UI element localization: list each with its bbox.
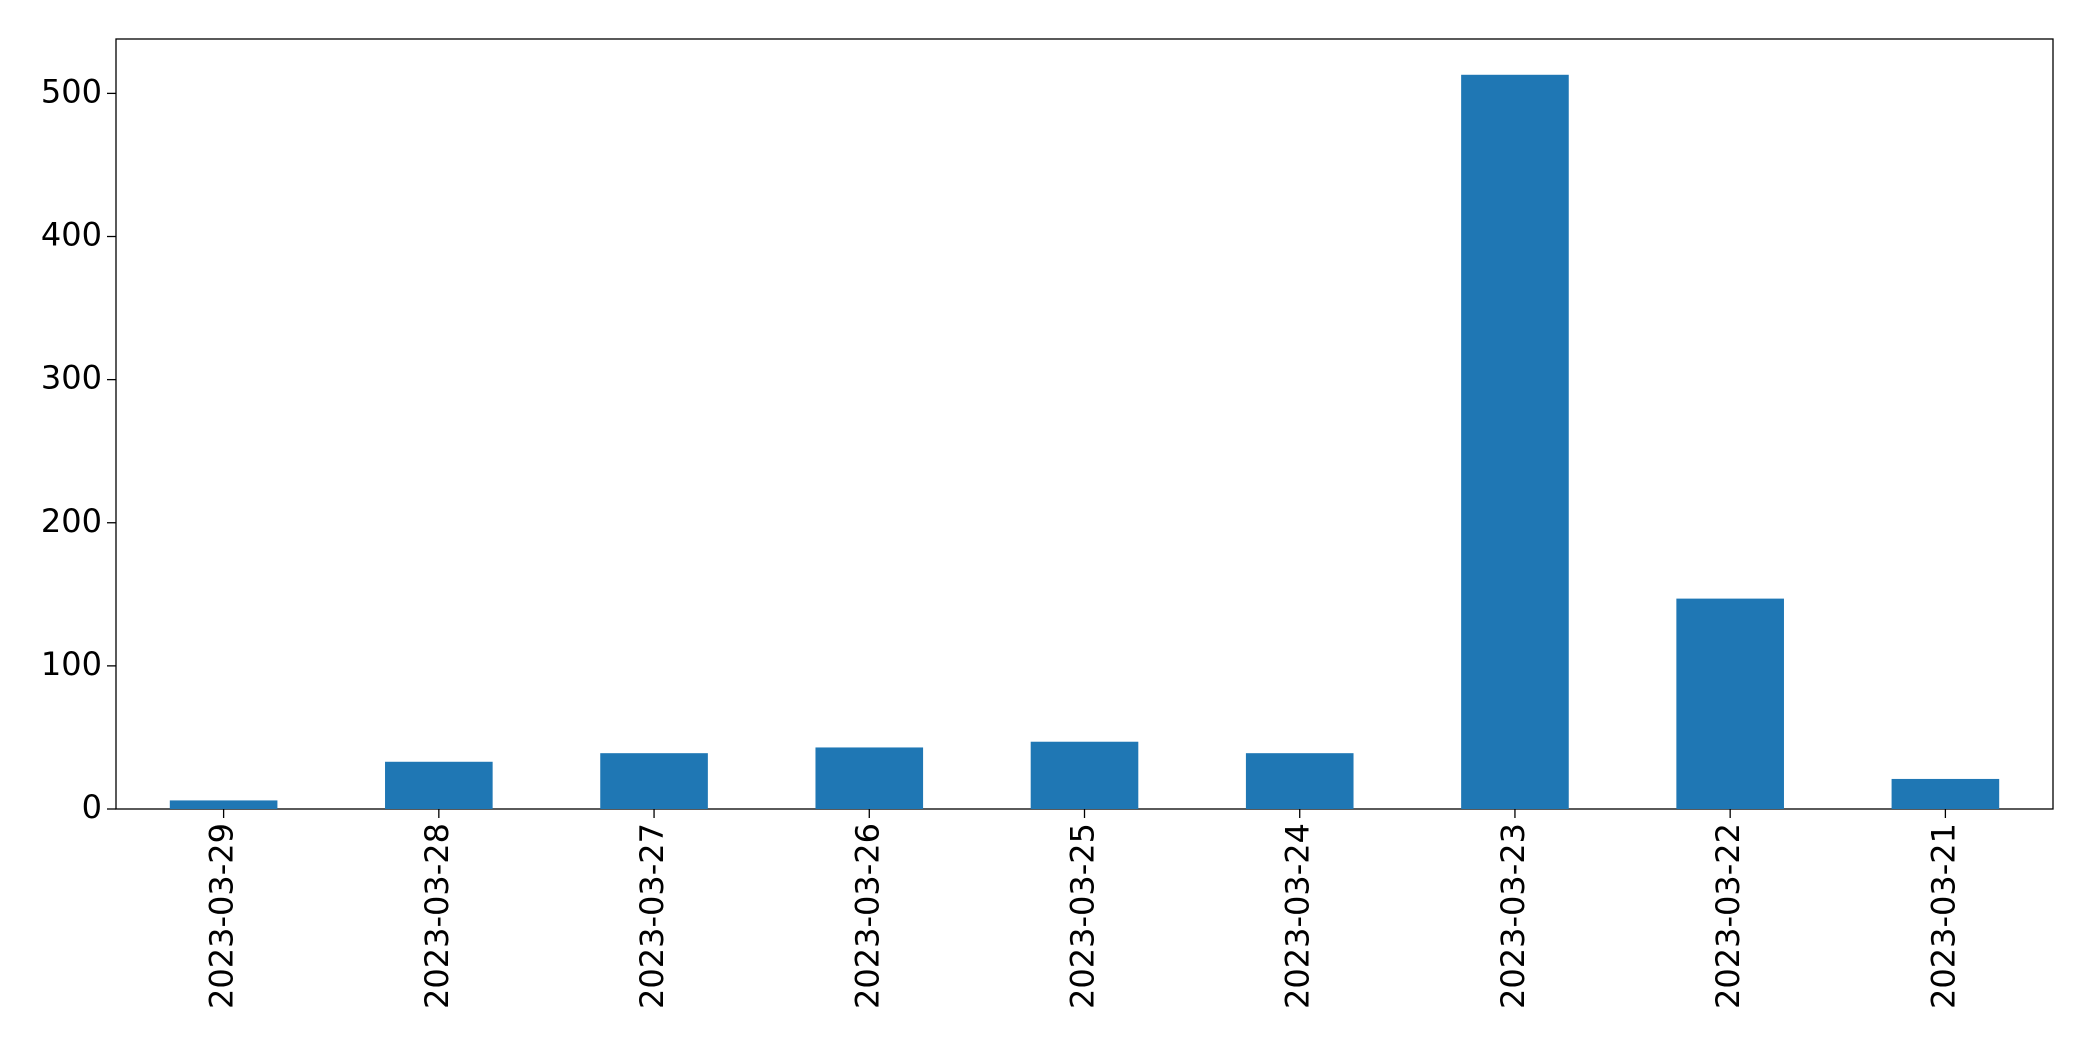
y-tick-label: 0: [82, 788, 102, 826]
x-tick-label: 2023-03-29: [203, 823, 241, 1009]
x-tick-label: 2023-03-24: [1279, 823, 1317, 1009]
bar: [385, 761, 493, 809]
y-tick-label: 500: [41, 72, 102, 110]
bar: [600, 753, 708, 809]
x-tick-label: 2023-03-28: [418, 823, 456, 1009]
x-tick-label: 2023-03-25: [1064, 823, 1102, 1009]
x-tick-label: 2023-03-22: [1709, 823, 1747, 1009]
bar: [1461, 74, 1569, 810]
bar: [1245, 753, 1354, 809]
bar: [1891, 778, 2000, 809]
x-tick-label: 2023-03-21: [1924, 823, 1962, 1009]
x-tick-label: 2023-03-23: [1494, 823, 1532, 1009]
x-tick-label: 2023-03-26: [848, 823, 886, 1009]
y-tick-label: 400: [41, 216, 102, 254]
bar: [1676, 598, 1784, 809]
bar: [815, 747, 924, 809]
y-tick-label: 200: [41, 502, 102, 540]
y-tick-label: 300: [41, 359, 102, 397]
x-tick-label: 2023-03-27: [633, 823, 671, 1009]
bar: [169, 800, 278, 809]
bar: [1030, 741, 1139, 809]
y-tick-label: 100: [41, 645, 102, 683]
